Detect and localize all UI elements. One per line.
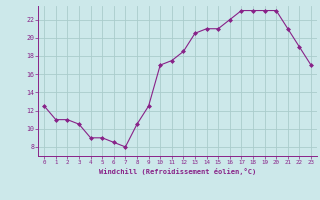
X-axis label: Windchill (Refroidissement éolien,°C): Windchill (Refroidissement éolien,°C)	[99, 168, 256, 175]
